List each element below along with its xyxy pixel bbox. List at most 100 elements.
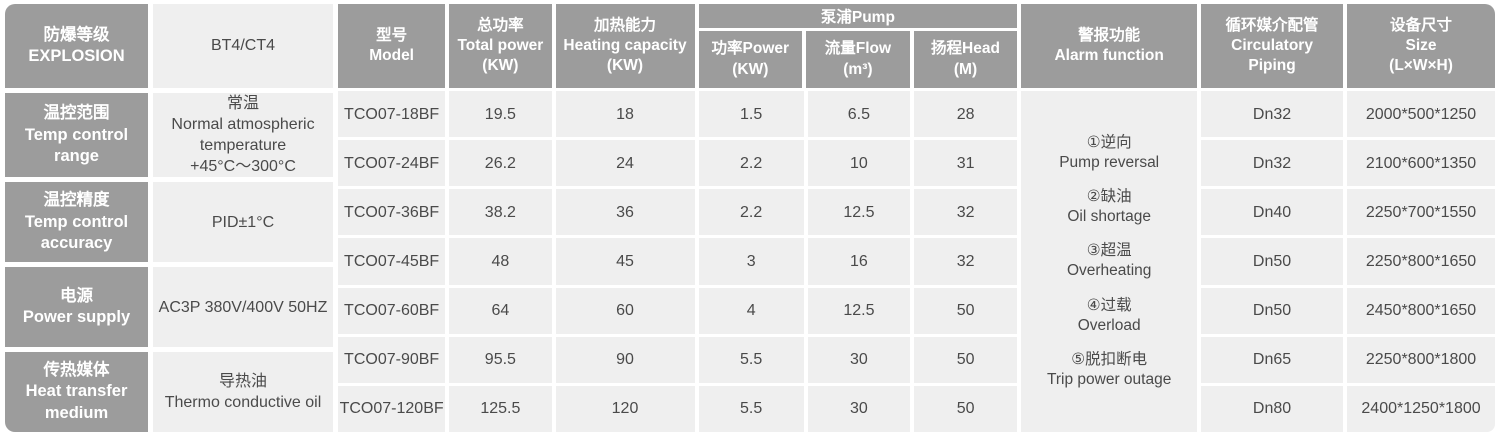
cell-total-power: 125.5: [449, 385, 552, 432]
spec-value-power-supply: AC3P 380V/400V 50HZ: [153, 267, 333, 348]
cell-flow: 10: [807, 140, 911, 187]
cell-size: 2250*800*1800: [1347, 336, 1495, 383]
spec-label-temp-accuracy: 温控精度 Temp control accuracy: [5, 182, 148, 263]
label-line: medium: [44, 403, 109, 422]
cell-piping: Dn65: [1201, 336, 1344, 383]
header-line: (KW): [732, 60, 769, 78]
header-line: (M): [953, 60, 978, 78]
cell-head: 50: [914, 287, 1018, 334]
alarm-item-zh: ④过载: [1086, 296, 1132, 314]
cell-model: TCO07-45BF: [338, 238, 446, 285]
header-line: (m³): [843, 60, 873, 78]
spec-value-temp-range: 常温 Normal atmospheric temperature +45°C～…: [153, 93, 333, 178]
cell-total-power: 95.5: [449, 336, 552, 383]
cell-size: 2100*600*1350: [1347, 140, 1495, 187]
header-line: (L×W×H): [1389, 57, 1453, 75]
alarm-item: ①逆向 Pump reversal: [1059, 133, 1159, 173]
value-line: PID±1°C: [211, 213, 275, 231]
cell-model: TCO07-60BF: [338, 287, 446, 334]
alarm-item-en: Oil shortage: [1067, 208, 1151, 226]
cell-pump-power: 2.2: [698, 189, 804, 236]
cell-size: 2000*500*1250: [1347, 91, 1495, 138]
header-line: Alarm function: [1054, 47, 1164, 64]
cell-size: 2400*1250*1800: [1347, 385, 1495, 432]
value-line: Thermo conductive oil: [164, 394, 322, 412]
spec-label-temp-range: 温控范围 Temp control range: [5, 93, 148, 178]
header-pump-group: 泵浦Pump 功率Power (KW) 流量Flow (m³) 扬程Head (…: [698, 4, 1018, 88]
label-line: 电源: [60, 286, 93, 305]
cell-heating: 36: [555, 189, 695, 236]
cell-flow: 6.5: [807, 91, 911, 138]
header-pump-flow: 流量Flow (m³): [806, 31, 910, 88]
cell-heating: 120: [555, 385, 695, 432]
cell-model: TCO07-90BF: [338, 336, 446, 383]
spec-label-heat-medium: 传热媒体 Heat transfer medium: [5, 352, 148, 432]
cell-piping: Dn32: [1201, 91, 1344, 138]
alarm-item: ③超温 Overheating: [1067, 241, 1151, 281]
header-line: 设备尺寸: [1390, 16, 1453, 34]
cell-size: 2450*800*1650: [1347, 287, 1495, 334]
cell-piping: Dn50: [1201, 287, 1344, 334]
alarm-item-zh: ③超温: [1086, 242, 1132, 260]
header-line: 警报功能: [1078, 26, 1141, 44]
cell-piping: Dn80: [1201, 385, 1344, 432]
header-line: (KW): [482, 57, 519, 75]
header-total-power: 总功率 Total power (KW): [449, 4, 552, 88]
cell-total-power: 19.5: [449, 91, 552, 138]
alarm-item-zh: ②缺油: [1086, 188, 1132, 206]
alarm-item-en: Pump reversal: [1059, 153, 1160, 171]
cell-flow: 12.5: [807, 287, 911, 334]
header-alarm: 警报功能 Alarm function: [1021, 4, 1198, 88]
cell-total-power: 26.2: [449, 140, 552, 187]
label-line: Heat transfer: [25, 382, 128, 401]
header-line: Piping: [1248, 57, 1296, 75]
value-line: AC3P 380V/400V 50HZ: [158, 298, 328, 316]
header-line: Circulatory: [1231, 36, 1313, 54]
cell-flow: 30: [807, 336, 911, 383]
alarm-item-en: Trip power outage: [1046, 371, 1172, 389]
cell-pump-power: 2.2: [698, 140, 804, 187]
cell-alarm-functions: ①逆向 Pump reversal ②缺油 Oil shortage ③超温 O…: [1021, 91, 1198, 432]
cell-pump-power: 4: [698, 287, 804, 334]
header-line: Total power: [457, 36, 544, 54]
value-line: temperature: [199, 137, 287, 155]
spec-value-heat-medium: 导热油 Thermo conductive oil: [153, 352, 333, 432]
cell-size: 2250*800*1650: [1347, 238, 1495, 285]
cell-flow: 16: [807, 238, 911, 285]
alarm-item: ④过载 Overload: [1078, 296, 1141, 336]
header-piping: 循环媒介配管 Circulatory Piping: [1201, 4, 1344, 88]
cell-heating: 18: [555, 91, 695, 138]
cell-total-power: 64: [449, 287, 552, 334]
value-line: BT4/CT4: [210, 37, 275, 55]
label-line: 温控范围: [43, 104, 110, 123]
cell-total-power: 48: [449, 238, 552, 285]
spec-panel: 防爆等级 EXPLOSION BT4/CT4 温控范围 Temp control…: [5, 4, 333, 432]
value-line: +45°C～300°C: [190, 158, 296, 176]
header-pump-band: 泵浦Pump: [698, 4, 1018, 28]
label-line: 防爆等级: [43, 25, 110, 44]
cell-heating: 90: [555, 336, 695, 383]
value-line: 常温: [226, 95, 259, 112]
header-line: Heating capacity: [563, 36, 687, 54]
spec-label-explosion: 防爆等级 EXPLOSION: [5, 4, 148, 88]
cell-heating: 24: [555, 140, 695, 187]
cell-heating: 45: [555, 238, 695, 285]
header-line: 扬程Head: [931, 40, 1000, 58]
header-heating-capacity: 加热能力 Heating capacity (KW): [555, 4, 695, 88]
cell-head: 32: [914, 238, 1018, 285]
header-line: (KW): [606, 57, 644, 75]
header-size: 设备尺寸 Size (L×W×H): [1347, 4, 1495, 88]
alarm-item-en: Overload: [1077, 316, 1141, 334]
cell-head: 28: [914, 91, 1018, 138]
cell-size: 2250*700*1550: [1347, 189, 1495, 236]
cell-head: 50: [914, 385, 1018, 432]
cell-pump-power: 3: [698, 238, 804, 285]
spec-value-temp-accuracy: PID±1°C: [153, 182, 333, 263]
label-line: 传热媒体: [43, 360, 110, 379]
header-line: 功率Power: [711, 40, 790, 58]
label-line: Temp control: [24, 212, 129, 231]
cell-pump-power: 1.5: [698, 91, 804, 138]
header-line: 加热能力: [594, 16, 657, 34]
spec-label-power-supply: 电源 Power supply: [5, 267, 148, 348]
